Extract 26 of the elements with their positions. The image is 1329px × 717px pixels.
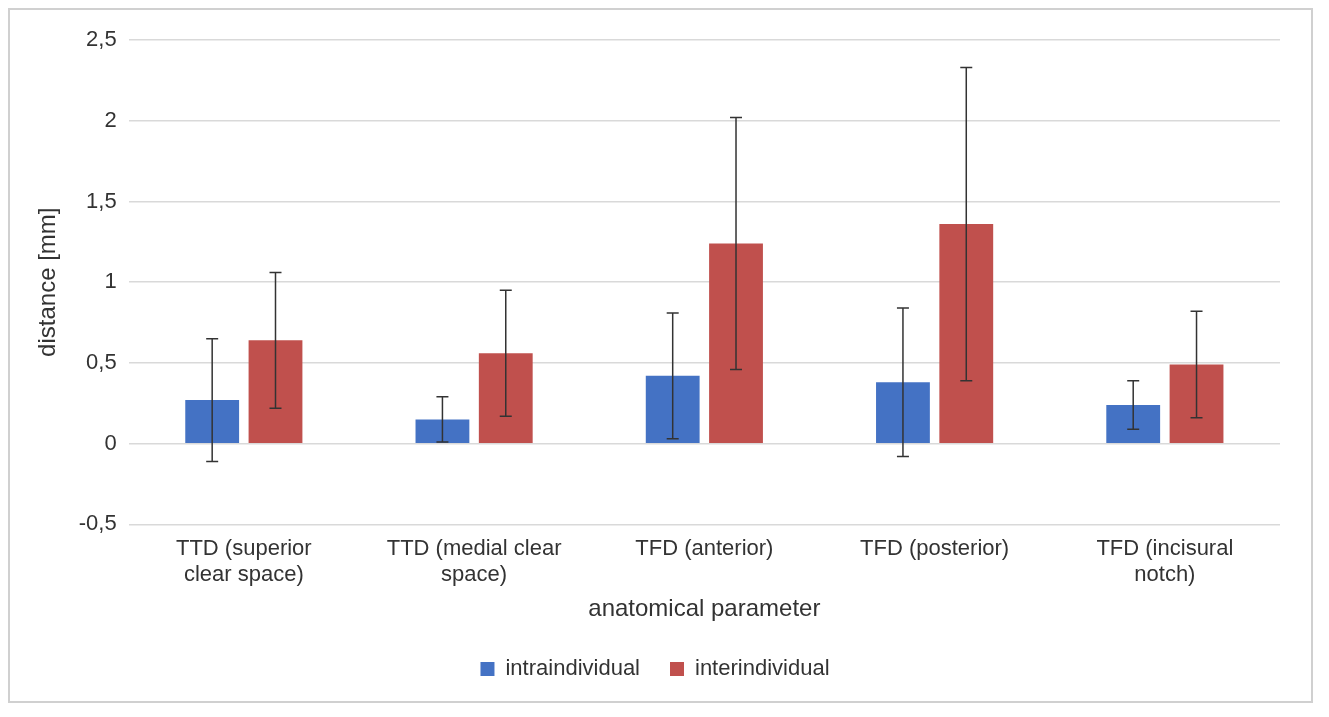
bar xyxy=(1106,404,1161,443)
x-tick-label: TFD (incisural notch) xyxy=(1096,534,1234,587)
x-axis-title: anatomical parameter xyxy=(588,594,821,622)
bar xyxy=(709,243,763,443)
x-tick-label: TFD (anterior) xyxy=(635,534,774,560)
bar xyxy=(478,353,533,443)
x-tick-label: TFD (posterior) xyxy=(860,534,1010,560)
y-tick-label: 0 xyxy=(104,429,117,455)
bar xyxy=(185,400,240,443)
y-tick-label: 0,5 xyxy=(86,349,117,374)
y-tick-label: 1,5 xyxy=(86,187,117,213)
y-tick-label: 2 xyxy=(104,106,117,132)
legend-label: intraindividual xyxy=(505,655,641,681)
bar xyxy=(645,375,700,443)
y-axis-title: distance [mm] xyxy=(33,207,61,357)
bar xyxy=(939,224,994,443)
bar xyxy=(248,340,303,443)
x-tick-label: TTD (superior clear space) xyxy=(175,534,312,587)
x-tick-label: TTD (medial clear space) xyxy=(386,534,562,587)
bar xyxy=(415,419,470,443)
bar xyxy=(1169,364,1224,443)
bar xyxy=(876,382,930,443)
y-tick-label: -0,5 xyxy=(78,510,117,536)
y-tick-label: 1 xyxy=(104,268,117,294)
y-tick-label: 2,5 xyxy=(86,26,117,52)
legend-label: interindividual xyxy=(695,655,830,681)
